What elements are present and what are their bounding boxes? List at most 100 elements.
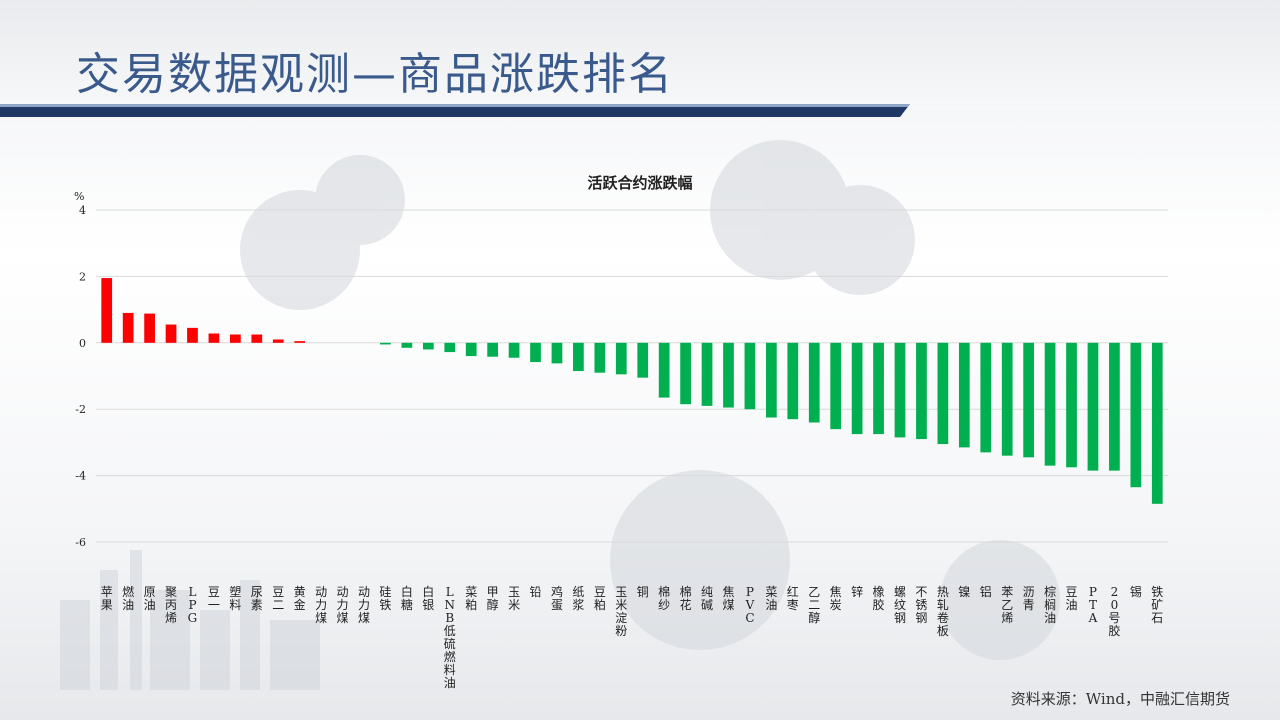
x-tick-label: 玉米 (508, 585, 520, 612)
y-tick-label: 0 (79, 337, 86, 350)
bar (1151, 342, 1163, 504)
y-axis-unit: % (74, 190, 85, 203)
title-band (0, 0, 1280, 110)
bar (980, 342, 992, 453)
x-tick-label: 苹果 (101, 585, 113, 612)
bar (1066, 342, 1077, 468)
x-tick-label: 2 0 号胶 (1108, 585, 1120, 638)
x-tick-label: 玉米淀粉 (615, 585, 627, 638)
bar (894, 342, 906, 438)
x-tick-label: 动力煤 (337, 585, 349, 625)
x-tick-label: 黄金 (294, 585, 306, 612)
bar (465, 342, 477, 357)
x-tick-label: 镍 (958, 585, 970, 599)
bar (165, 324, 177, 343)
x-tick-label: 甲醇 (487, 585, 499, 612)
bar (658, 342, 670, 398)
x-tick-label: 豆一 (208, 585, 220, 612)
bar (1001, 342, 1013, 456)
bar (1130, 342, 1142, 488)
bar (958, 342, 970, 448)
bar (680, 342, 691, 405)
y-tick-label: 2 (79, 270, 86, 283)
x-tick-label: 菜粕 (465, 585, 477, 612)
x-tick-label: 铁矿石 (1151, 585, 1163, 625)
x-tick-label: 菜油 (765, 585, 777, 612)
bar (230, 334, 241, 343)
bar (808, 342, 820, 423)
bar (1023, 342, 1034, 458)
bar (766, 342, 777, 418)
x-tick-label: 纯碱 (701, 585, 713, 612)
x-tick-label: 锌 (851, 585, 863, 599)
y-tick-label: 4 (79, 204, 86, 217)
x-tick-label: 纸浆 (572, 585, 584, 612)
bar (487, 342, 498, 357)
y-tick-label: -4 (75, 470, 86, 483)
x-tick-label: 橡胶 (873, 585, 885, 612)
x-tick-label: 动力煤 (315, 585, 327, 625)
bar (723, 342, 734, 408)
x-tick-label: 铜 (637, 584, 649, 599)
x-tick-label: 棉花 (680, 585, 692, 612)
x-tick-label: 不锈钢 (915, 585, 927, 625)
bar (551, 342, 563, 364)
bar (294, 341, 306, 343)
x-tick-label: 聚丙烯 (165, 585, 177, 625)
bar (916, 342, 927, 440)
x-tick-label: 塑料 (229, 584, 241, 612)
x-tick-label: 豆二 (272, 585, 284, 612)
x-tick-label: 沥青 (1023, 585, 1035, 612)
x-tick-label: L N B 低硫燃料油 (444, 585, 456, 690)
x-tick-label: 动力煤 (358, 585, 370, 625)
x-tick-label: 原油 (144, 585, 156, 612)
bar (187, 327, 198, 343)
bar (101, 278, 113, 343)
x-tick-label: 铅 (530, 585, 542, 599)
x-tick-label: 棕榈油 (1044, 584, 1056, 625)
y-tick-label: -6 (75, 536, 86, 549)
bar (251, 334, 263, 343)
x-tick-label: 白糖 (401, 584, 413, 612)
bar (272, 339, 284, 343)
x-tick-label: 苯乙烯 (1001, 585, 1013, 625)
bar (1087, 342, 1099, 471)
x-tick-label: 焦煤 (722, 585, 734, 612)
bar (615, 342, 627, 375)
bar (1109, 342, 1120, 471)
bar (937, 342, 949, 445)
x-tick-label: 硅铁 (379, 585, 391, 612)
bar (573, 342, 584, 372)
bar (637, 342, 649, 378)
bar (530, 342, 541, 363)
x-tick-label: 豆粕 (594, 585, 606, 612)
bar (701, 342, 713, 406)
bar (787, 342, 799, 420)
x-tick-label: 尿素 (251, 585, 263, 612)
x-tick-label: 热轧卷板 (937, 585, 949, 638)
bar (122, 312, 134, 343)
bar (873, 342, 884, 435)
bar (208, 333, 220, 343)
source-note: 资料来源：Wind，中融汇信期货 (1010, 690, 1230, 708)
x-tick-label: 白银 (422, 584, 434, 612)
y-tick-label: -2 (75, 403, 86, 416)
x-tick-label: 螺纹钢 (894, 585, 906, 625)
bar (744, 342, 756, 410)
x-tick-label: 焦炭 (830, 585, 842, 612)
bar (851, 342, 863, 435)
bar (401, 342, 413, 348)
city-skyline-decoration (60, 550, 320, 690)
bar (144, 313, 155, 343)
bar (380, 342, 391, 345)
x-tick-label: 豆油 (1066, 585, 1078, 612)
x-tick-label: 锡 (1130, 584, 1142, 599)
chart-title: 活跃合约涨跌幅 (587, 174, 693, 192)
x-tick-label: 红枣 (787, 584, 799, 612)
x-tick-label: 乙二醇 (808, 585, 820, 625)
bar (594, 342, 606, 373)
bar (444, 342, 456, 353)
